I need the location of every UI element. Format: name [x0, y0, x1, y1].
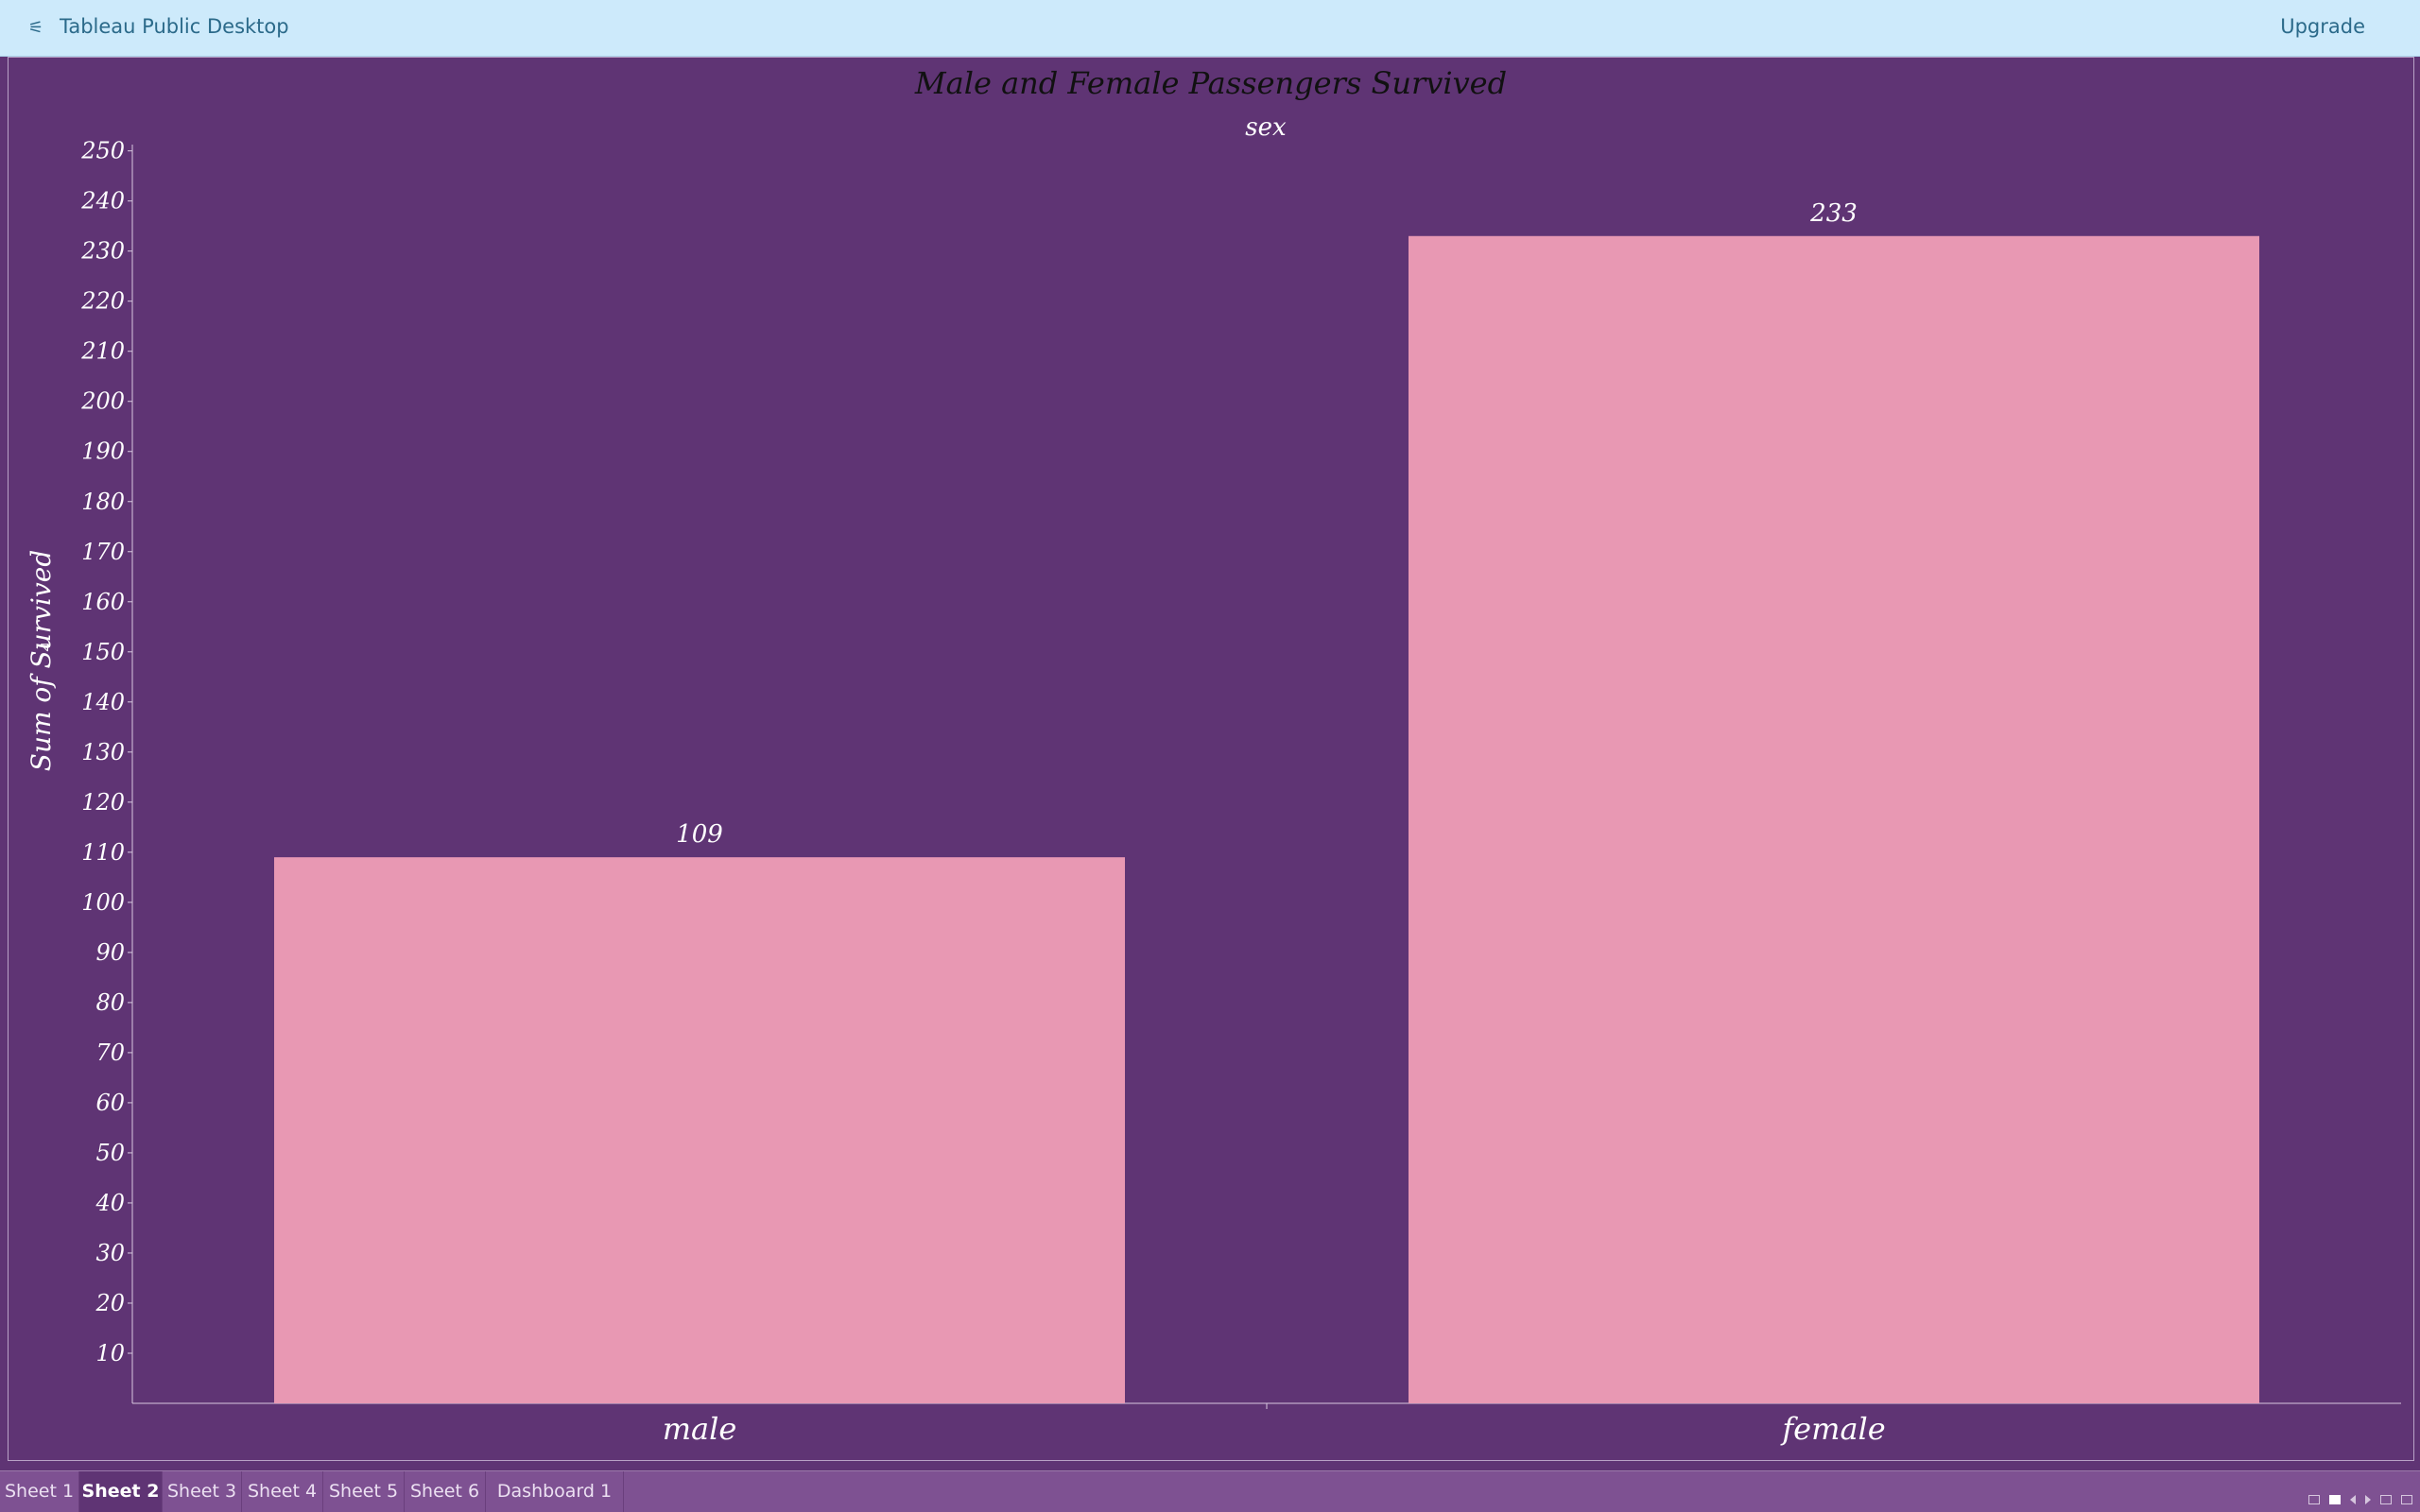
tab-sheet-4[interactable]: Sheet 4 [242, 1471, 323, 1512]
tab-sheet-1[interactable]: Sheet 1 [0, 1471, 79, 1512]
y-tick-label: 60 [95, 1090, 125, 1116]
x-tick-label-female[interactable]: female [1780, 1411, 1885, 1447]
x-tick-label-male[interactable]: male [663, 1411, 737, 1447]
y-tick-label: 110 [81, 839, 125, 866]
y-tick-label: 240 [80, 188, 125, 215]
chart-title: Male and Female Passengers Survived [914, 65, 1507, 101]
sort-icon[interactable]: ⊿ [36, 642, 51, 653]
fullscreen-icon[interactable] [2380, 1495, 2392, 1504]
y-tick-label: 70 [95, 1040, 125, 1066]
y-tick-label: 200 [80, 388, 125, 415]
tab-sheet-5[interactable]: Sheet 5 [323, 1471, 405, 1512]
y-tick-label: 210 [80, 338, 125, 365]
presentation-icon[interactable] [2401, 1495, 2412, 1504]
single-view-icon[interactable] [2329, 1495, 2341, 1504]
worksheet-canvas: Male and Female Passengers Survived sex … [8, 57, 2414, 1461]
y-axis-label[interactable]: Sum of Survived [26, 550, 57, 771]
y-tick-label: 130 [81, 739, 125, 765]
app-title: Tableau Public Desktop [60, 15, 289, 38]
y-tick-label: 10 [95, 1340, 125, 1366]
y-tick-label: 120 [81, 789, 125, 816]
bar-chart: Male and Female Passengers Survived sex … [26, 65, 2401, 1447]
y-tick-label: 220 [80, 288, 125, 315]
tab-sheet-6[interactable]: Sheet 6 [405, 1471, 486, 1512]
y-tick-label: 80 [95, 989, 125, 1016]
y-tick-label: 100 [81, 889, 125, 916]
prev-sheet-icon[interactable] [2350, 1495, 2356, 1504]
bar-male[interactable] [274, 857, 1125, 1403]
y-tick-label: 20 [95, 1290, 125, 1316]
status-icons [2308, 1492, 2412, 1507]
upgrade-link[interactable]: Upgrade [2280, 15, 2365, 38]
tab-sheet-3[interactable]: Sheet 3 [163, 1471, 242, 1512]
y-tick-label: 180 [81, 489, 125, 515]
bar-female[interactable] [1409, 235, 2259, 1404]
y-tick-label: 170 [81, 539, 125, 565]
title-bar: ⚟ Tableau Public Desktop Upgrade [0, 0, 2420, 57]
y-tick-label: 160 [81, 589, 125, 615]
y-tick-label: 190 [81, 438, 125, 465]
y-tick-label: 30 [95, 1240, 125, 1266]
data-label-male: 109 [676, 820, 723, 849]
y-tick-label: 250 [80, 138, 125, 164]
tab-dashboard-1[interactable]: Dashboard 1 [486, 1471, 624, 1512]
column-header-sex[interactable]: sex [1245, 113, 1287, 142]
next-sheet-icon[interactable] [2365, 1495, 2371, 1504]
bars: 109 233 [274, 199, 2259, 1404]
y-tick-label: 140 [81, 689, 125, 715]
y-tick-label: 150 [81, 639, 125, 665]
y-tick-label: 50 [95, 1140, 125, 1166]
tableau-icon[interactable]: ⚟ [27, 18, 44, 37]
sheet-tab-bar: Sheet 1 Sheet 2 Sheet 3 Sheet 4 Sheet 5 Sheet… [0, 1470, 2420, 1512]
axes: 10 20 30 40 50 60 70 80 90 100 110 120 130 140 150 160 1… [80, 138, 2401, 1447]
tab-sheet-2[interactable]: Sheet 2 [79, 1471, 163, 1512]
data-label-female: 233 [1809, 199, 1858, 228]
grid-view-icon[interactable] [2308, 1495, 2320, 1504]
y-tick-label: 90 [95, 939, 125, 966]
y-tick-label: 40 [95, 1190, 125, 1216]
y-tick-label: 230 [80, 238, 125, 265]
